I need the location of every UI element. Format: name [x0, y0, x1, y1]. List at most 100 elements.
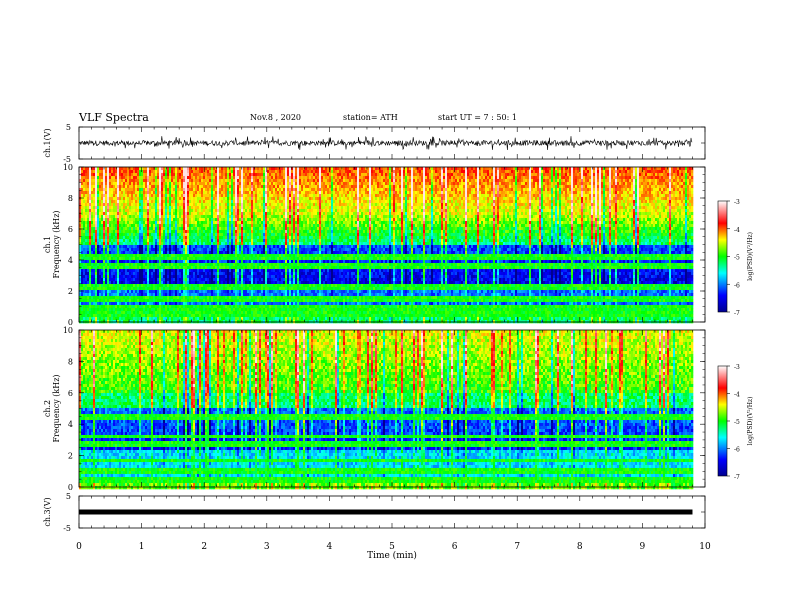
spectrogram-cell [371, 194, 373, 197]
spectrogram-cell [165, 206, 167, 209]
spectrogram-cell [353, 194, 355, 197]
spectrogram-cell [263, 176, 265, 179]
spectrogram-cell [273, 170, 275, 173]
spectrogram-cell [117, 179, 119, 182]
spectrogram-cell [581, 170, 583, 173]
spectrogram-cell [399, 179, 401, 182]
spectrogram-cell [321, 173, 323, 176]
spectrogram-cell [661, 206, 663, 209]
spectrogram-cell [459, 212, 461, 215]
spectrogram-cell [373, 188, 375, 191]
spectrogram-cell [355, 203, 357, 206]
spectrogram-cell [453, 191, 455, 194]
spectrogram-cell [199, 182, 201, 185]
spectrogram-cell [533, 188, 535, 191]
spectrogram-cell [631, 197, 633, 200]
spectrogram-cell [305, 197, 307, 200]
spectrogram-cell [411, 170, 413, 173]
spectrogram-cell [341, 194, 343, 197]
spectrogram-cell [209, 206, 211, 209]
spectrogram-cell [341, 182, 343, 185]
spectrogram-cell [607, 182, 609, 185]
spectrogram-cell [671, 188, 673, 191]
spectrogram-cell [385, 197, 387, 200]
spectrogram-cell [135, 185, 137, 188]
spectrogram-cell [141, 185, 143, 188]
spectrogram-cell [279, 188, 281, 191]
spectrogram-cell [97, 191, 99, 194]
spectrogram-cell [279, 212, 281, 215]
spectrogram-cell [351, 173, 353, 176]
spectrogram-cell [399, 212, 401, 215]
spectrogram-cell [239, 206, 241, 209]
spectrogram-cell [599, 194, 601, 197]
spectrogram-cell [691, 170, 693, 173]
spectrogram-cell [619, 209, 621, 212]
spectrogram-cell [423, 203, 425, 206]
spectrogram-cell [131, 167, 133, 170]
spectrogram-cell [383, 209, 385, 212]
spectrogram-cell [559, 173, 561, 176]
spectrogram-cell [355, 188, 357, 191]
spectrogram-cell [387, 173, 389, 176]
spectrogram-cell [477, 191, 479, 194]
spectrogram-cell [543, 176, 545, 179]
spectrogram-cell [239, 215, 241, 218]
spectrogram-cell [607, 206, 609, 209]
spectrogram-cell [111, 170, 113, 173]
spectrogram-cell [353, 206, 355, 209]
spectrogram-cell [129, 200, 131, 203]
spectrogram-cell [443, 173, 445, 176]
spectrogram-cell [675, 179, 677, 182]
spectrogram-cell [421, 179, 423, 182]
spectrogram-cell [427, 188, 429, 191]
spectrogram-cell [303, 212, 305, 215]
spectrogram-cell [677, 197, 679, 200]
spectrogram-cell [403, 185, 405, 188]
spectrogram-cell [595, 191, 597, 194]
spectrogram-cell [145, 179, 147, 182]
spectrogram-cell [149, 203, 151, 206]
spectrogram-cell [219, 206, 221, 209]
spectrogram-cell [87, 197, 89, 200]
spectrogram-cell [489, 194, 491, 197]
spectrogram-cell [227, 215, 229, 218]
spectrogram-cell [97, 206, 99, 209]
spectrogram-cell [213, 179, 215, 182]
spectrogram-cell [447, 203, 449, 206]
spectrogram-cell [251, 173, 253, 176]
spectrogram-cell [127, 194, 129, 197]
spectrogram-cell [413, 179, 415, 182]
spectrogram-cell [537, 173, 539, 176]
spectrogram-cell [383, 194, 385, 197]
spectrogram-cell [235, 188, 237, 191]
spectrogram-cell [131, 209, 133, 212]
spectrogram-cell [333, 206, 335, 209]
spectrogram-cell [411, 194, 413, 197]
spectrogram-cell [257, 173, 259, 176]
spectrogram-cell [623, 179, 625, 182]
spectrogram-cell [641, 194, 643, 197]
spectrogram-cell [301, 170, 303, 173]
spectrogram-cell [603, 173, 605, 176]
spectrogram-cell [97, 185, 99, 188]
spectrogram-cell [291, 188, 293, 191]
spectrogram-cell [227, 203, 229, 206]
spectrogram-cell [99, 215, 101, 218]
spectrogram-cell [159, 185, 161, 188]
spectrogram-cell [207, 191, 209, 194]
spectrogram-cell [509, 179, 511, 182]
spectrogram-cell [301, 182, 303, 185]
spectrogram-cell [365, 176, 367, 179]
spectrogram-cell [263, 212, 265, 215]
spectrogram-cell [389, 185, 391, 188]
spectrogram-cell [469, 206, 471, 209]
spectrogram-cell [537, 179, 539, 182]
spectrogram-cell [529, 212, 531, 215]
spectrogram-cell [615, 191, 617, 194]
spectrogram-cell [559, 197, 561, 200]
spectrogram-cell [359, 197, 361, 200]
spectrogram-cell [611, 176, 613, 179]
spectrogram-cell [207, 206, 209, 209]
spectrogram-cell [427, 209, 429, 212]
